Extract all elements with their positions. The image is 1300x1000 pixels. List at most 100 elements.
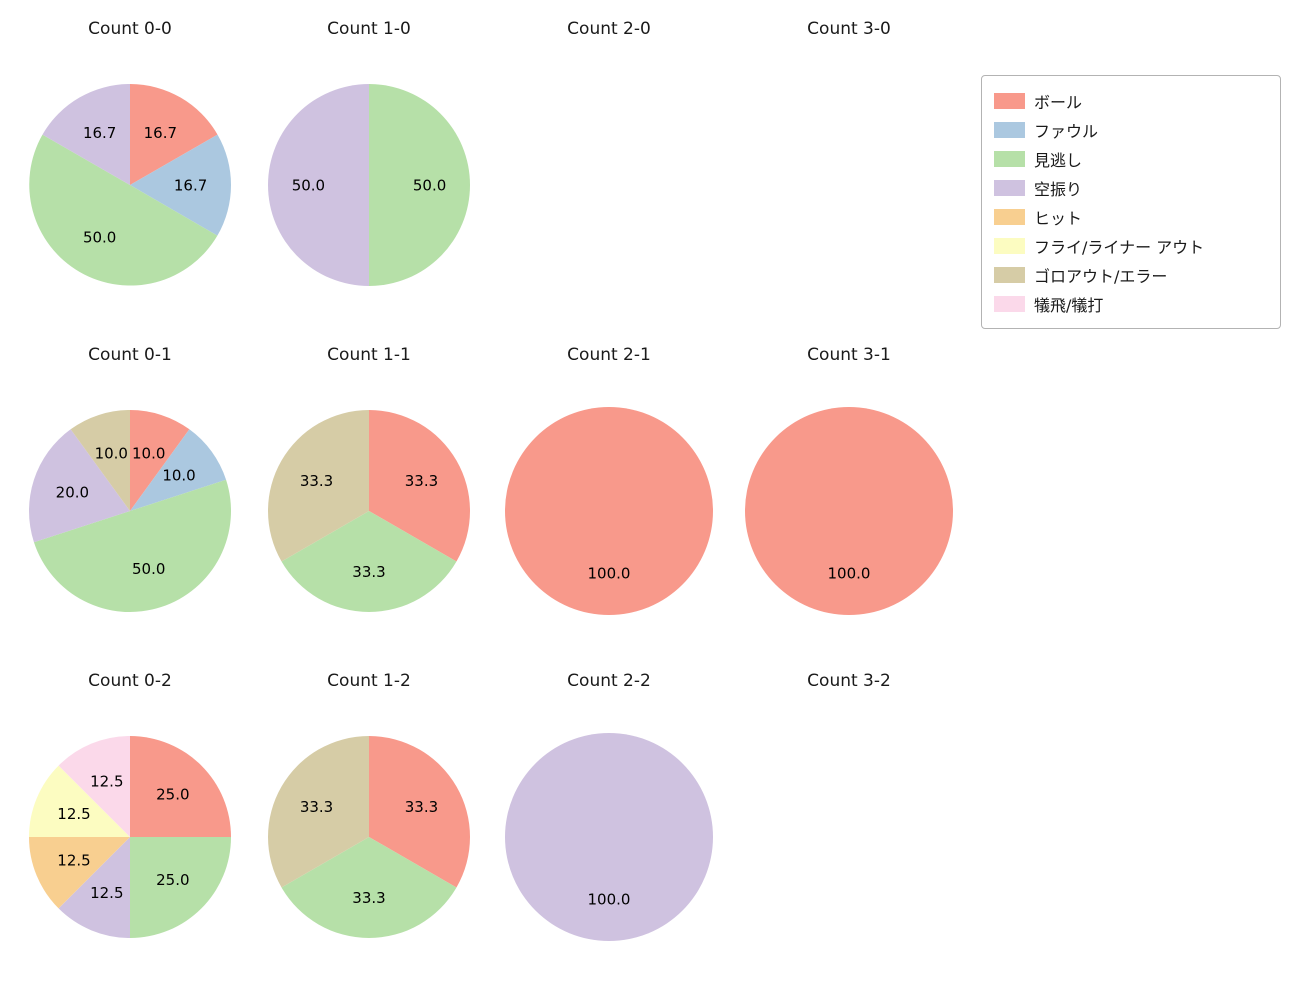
pie-host: 33.3 33.3 33.3 [249,401,489,621]
pie-slice [130,837,231,938]
legend-swatch [994,237,1025,254]
pie-slice [29,765,130,837]
pie-slice [267,736,369,888]
pie-slice [130,134,231,236]
slice-percent-label: 33.3 [352,563,385,581]
chart-cell: Count 1-0 50.0 50.0 [249,17,489,295]
legend-item: フライ/ライナー アウト [994,231,1268,260]
pie-slice [281,837,457,939]
slice-percent-label: 16.7 [174,176,207,194]
chart-cell: Count 2-2 100.0 [489,669,729,947]
pie-slice [58,736,130,837]
slice-percent-label: 100.0 [588,891,631,909]
legend-swatch [994,266,1025,283]
pie-slice [58,837,130,938]
pie-host: 100.0 [489,401,729,621]
pie-slice [28,429,130,543]
pie-host [729,75,969,295]
pie-host: 100.0 [729,401,969,621]
legend-item: ファウル [994,115,1268,144]
chart-title: Count 0-1 [88,345,172,365]
pie-slice [70,410,130,511]
pie-slice [281,511,457,613]
slice-percent-label: 12.5 [90,884,123,902]
legend: ボールファウル見逃し空振りヒットフライ/ライナー アウトゴロアウト/エラー 犠飛/… [981,75,1281,329]
pie-slice [29,134,218,286]
pie-host: 33.3 33.3 33.3 [249,727,489,947]
legend-item: ヒット [994,202,1268,231]
legend-label: ヒット [1034,208,1083,228]
legend-label: フライ/ライナー アウト [1034,237,1205,257]
pie-slice [369,84,470,286]
pie-slice [42,84,131,185]
chart-cell: Count 3-1 100.0 [729,343,969,621]
chart-cell: Count 0-0 16.7 16.7 50.0 16.7 [10,17,250,295]
chart-cell: Count 3-0 [729,17,969,295]
slice-percent-label: 10.0 [162,467,195,485]
legend-label: 見逃し [1034,150,1083,170]
legend-item: ゴロアウト/エラー [994,260,1268,289]
pie-slice [369,410,471,562]
slice-percent-label: 100.0 [828,565,871,583]
legend-item: 犠飛/犠打 [994,289,1268,318]
pie-slice [33,479,232,613]
legend-item: ボール [994,86,1268,115]
pie-slice [745,407,953,615]
pie-slice [130,84,218,185]
legend-items: ボールファウル見逃し空振りヒットフライ/ライナー アウトゴロアウト/エラー 犠飛/… [994,86,1268,318]
chart-title: Count 1-1 [327,345,411,365]
pie-host: 50.0 50.0 [249,75,489,295]
chart-cell: Count 2-0 [489,17,729,295]
slice-percent-label: 33.3 [352,889,385,907]
slice-percent-label: 10.0 [95,445,128,463]
pie-chart: 16.7 16.7 50.0 16.7 [29,84,231,286]
legend-label: ファウル [1034,121,1099,141]
slice-percent-label: 33.3 [405,798,438,816]
slice-percent-label: 12.5 [90,772,123,790]
slice-percent-label: 16.7 [144,124,177,142]
pie-host: 100.0 [489,727,729,947]
pie-chart: 50.0 50.0 [268,84,470,286]
chart-title: Count 2-0 [567,19,651,39]
chart-cell: Count 0-2 25.0 25.0 12.5 12.5 12.5 12.5 [10,669,250,947]
chart-title: Count 3-2 [807,671,891,691]
chart-title: Count 1-0 [327,19,411,39]
chart-title: Count 2-1 [567,345,651,365]
legend-label: 空振り [1034,179,1083,199]
legend-swatch [994,92,1025,109]
pie-slice [130,410,190,511]
chart-cell: Count 1-2 33.3 33.3 33.3 [249,669,489,947]
pie-slice [130,736,231,837]
slice-percent-label: 33.3 [300,472,333,490]
pie-slice [130,429,227,511]
legend-swatch [994,295,1025,312]
chart-title: Count 0-2 [88,671,172,691]
slice-percent-label: 100.0 [588,565,631,583]
legend-label: ボール [1034,92,1083,112]
slice-percent-label: 50.0 [413,176,446,194]
pie-chart: 10.010.050.020.010.0 [28,410,232,613]
legend-item: 見逃し [994,144,1268,173]
slice-percent-label: 12.5 [57,851,90,869]
slice-percent-label: 33.3 [405,472,438,490]
slice-percent-label: 10.0 [132,445,165,463]
chart-title: Count 2-2 [567,671,651,691]
pie-chart: 100.0 [505,407,713,615]
legend-swatch [994,150,1025,167]
slice-percent-label: 50.0 [83,229,116,247]
chart-cell: Count 0-1 10.0 10.0 50.0 20.0 10.0 [10,343,250,621]
pie-slice [505,407,713,615]
pie-chart: 33.3 33.3 33.3 [267,736,471,939]
slice-percent-label: 33.3 [300,798,333,816]
legend-swatch [994,121,1025,138]
chart-cell: Count 3-2 [729,669,969,947]
pie-host [729,727,969,947]
pie-slice [29,837,130,909]
legend-swatch [994,179,1025,196]
chart-title: Count 1-2 [327,671,411,691]
pie-slice [267,410,369,562]
slice-percent-label: 50.0 [132,560,165,578]
slice-percent-label: 25.0 [156,785,189,803]
pie-chart: 100.0 [745,407,953,615]
